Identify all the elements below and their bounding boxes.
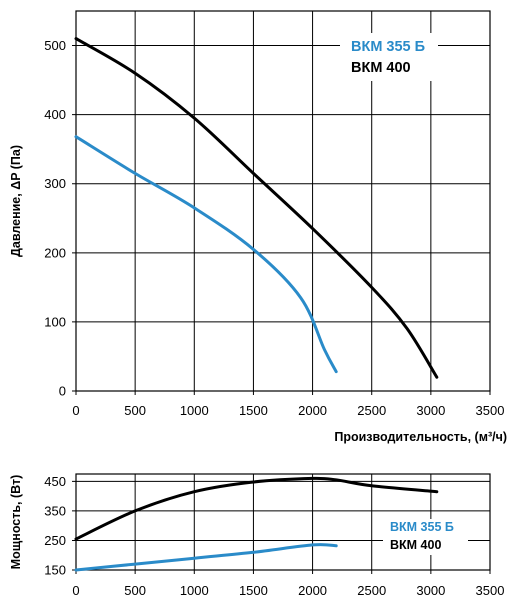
x-tick-label: 1000: [180, 403, 209, 418]
x-tick-label: 1000: [180, 583, 209, 598]
chart-1: 0 500 1000 1500 2000 2500 3000 3500 0 100 200 300 40…: [9, 10, 507, 444]
x-tick-label: 0: [72, 583, 79, 598]
y-tick-label: 500: [44, 38, 66, 53]
x-tick-label: 500: [124, 583, 146, 598]
chart-2: 0 500 1000 1500 2000 2500 3000 3500 150 250 350 450…: [9, 473, 505, 598]
legend-entry: ВКМ 355 Б: [351, 39, 425, 55]
y-tick-label: 150: [44, 563, 66, 578]
legend-entry: ВКМ 400: [351, 60, 411, 76]
x-tick-label: 2000: [298, 583, 327, 598]
x-tick-label: 1500: [239, 403, 268, 418]
x-tick-label: 3500: [476, 403, 505, 418]
x-tick-label: 3000: [416, 583, 445, 598]
x-tick-label: 2500: [357, 583, 386, 598]
x-tick-label: 2500: [357, 403, 386, 418]
y-tick-label: 400: [44, 107, 66, 122]
series-line-vkm355b: [74, 543, 338, 572]
y-tick-label: 450: [44, 474, 66, 489]
legend-background: [340, 33, 438, 81]
x-tick-label: 0: [72, 403, 79, 418]
y-tick-label: 200: [44, 245, 66, 260]
x-tick-label: 500: [124, 403, 146, 418]
series-line-vkm400: [74, 476, 439, 541]
x-tick-label: 3000: [416, 403, 445, 418]
series-line-vkm355b: [74, 135, 338, 374]
legend-entry: ВКМ 355 Б: [390, 520, 454, 534]
legend-background: [383, 519, 468, 555]
x-tick-label: 1500: [239, 583, 268, 598]
x-tick-label: 2000: [298, 403, 327, 418]
y-tick-label: 100: [44, 314, 66, 329]
y-axis-title: Мощность, (Вт): [9, 475, 23, 570]
y-tick-label: 350: [44, 503, 66, 518]
series-line-vkm400: [74, 37, 439, 379]
x-axis-title: Производительность, (м³/ч): [334, 430, 507, 444]
x-tick-label: 3500: [476, 583, 505, 598]
y-tick-label: 300: [44, 176, 66, 191]
y-tick-label: 250: [44, 533, 66, 548]
y-axis-title: Давление, ΔP (Па): [9, 145, 23, 257]
legend-entry: ВКМ 400: [390, 538, 441, 552]
y-tick-label: 0: [59, 384, 66, 399]
